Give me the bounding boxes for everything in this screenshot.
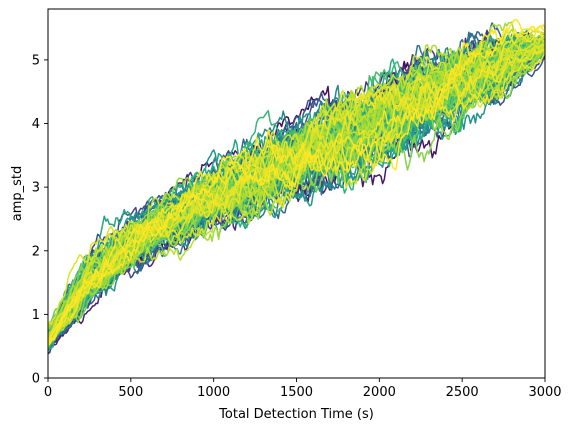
x-axis: 0 500 1000 1500 2000 2500 3000 (44, 378, 562, 400)
y-tick-label: 2 (32, 244, 40, 259)
x-tick-label: 3000 (528, 385, 561, 400)
series-lines (48, 18, 545, 355)
x-tick-label: 2500 (446, 385, 479, 400)
y-tick-label: 1 (32, 308, 40, 323)
x-tick-label: 0 (44, 385, 52, 400)
x-axis-label: Total Detection Time (s) (218, 407, 374, 422)
y-axis-label: amp_std (10, 166, 25, 222)
x-tick-label: 2000 (363, 385, 396, 400)
x-tick-label: 1500 (280, 385, 313, 400)
series-line (48, 48, 545, 337)
series-line (48, 25, 545, 347)
series-line (48, 25, 545, 348)
y-axis: 0 1 2 3 4 5 (32, 53, 48, 387)
y-tick-label: 5 (32, 53, 40, 68)
series-line (48, 44, 545, 331)
x-tick-label: 1000 (197, 385, 230, 400)
x-tick-label: 500 (118, 385, 143, 400)
y-tick-label: 0 (32, 372, 40, 387)
y-tick-label: 4 (32, 117, 40, 132)
y-tick-label: 3 (32, 181, 40, 196)
series-line (48, 18, 545, 343)
